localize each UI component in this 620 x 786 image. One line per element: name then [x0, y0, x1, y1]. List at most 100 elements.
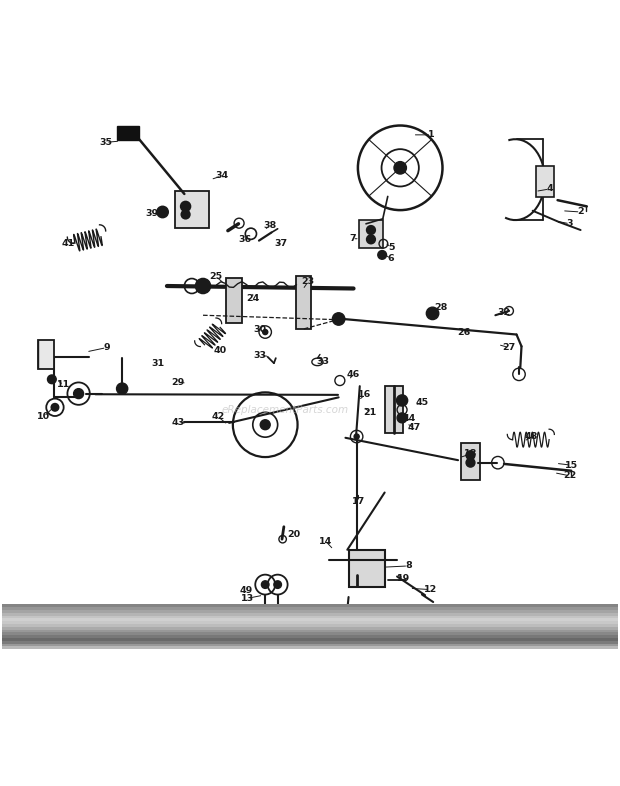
Text: 33: 33	[254, 351, 267, 360]
Circle shape	[195, 278, 210, 293]
Text: 10: 10	[37, 412, 50, 421]
Bar	[296, 277, 311, 329]
Text: 27: 27	[502, 343, 516, 352]
Circle shape	[394, 162, 407, 174]
Text: 26: 26	[458, 329, 471, 337]
Circle shape	[366, 226, 375, 234]
Circle shape	[263, 329, 268, 335]
Circle shape	[427, 307, 439, 320]
Circle shape	[157, 207, 168, 218]
Text: 18: 18	[464, 450, 477, 458]
Text: 25: 25	[209, 271, 222, 281]
Text: 36: 36	[239, 236, 252, 244]
Text: 45: 45	[416, 399, 429, 407]
Bar	[0, 613, 620, 615]
Text: 35: 35	[99, 138, 112, 147]
Text: 43: 43	[172, 417, 185, 427]
Bar	[226, 278, 242, 323]
Circle shape	[378, 251, 386, 259]
Bar	[359, 220, 383, 248]
Text: 12: 12	[423, 585, 436, 594]
Text: 39: 39	[146, 209, 159, 219]
Text: 44: 44	[403, 414, 416, 423]
Circle shape	[466, 451, 475, 460]
Text: 4: 4	[546, 185, 553, 193]
Text: 32: 32	[497, 307, 511, 317]
Bar	[349, 549, 385, 587]
Circle shape	[466, 458, 475, 467]
Circle shape	[51, 403, 59, 411]
Text: 2: 2	[577, 208, 584, 216]
Text: 37: 37	[275, 239, 288, 248]
Bar	[0, 610, 620, 613]
Text: 9: 9	[104, 343, 110, 352]
Text: 29: 29	[172, 378, 185, 387]
Circle shape	[260, 420, 270, 430]
Circle shape	[397, 413, 407, 423]
Bar	[0, 627, 620, 630]
Text: 17: 17	[352, 498, 365, 506]
Text: 48: 48	[525, 432, 538, 441]
Text: 24: 24	[246, 294, 259, 303]
Circle shape	[332, 313, 345, 325]
Bar	[0, 615, 620, 619]
Bar	[0, 604, 620, 608]
Text: 41: 41	[62, 239, 75, 248]
Circle shape	[396, 395, 408, 406]
Text: 22: 22	[563, 472, 576, 480]
Circle shape	[74, 388, 84, 399]
Text: 11: 11	[57, 380, 70, 389]
Text: 1: 1	[428, 130, 435, 139]
Text: 19: 19	[397, 574, 410, 583]
Text: 33: 33	[316, 357, 329, 365]
Text: 15: 15	[565, 461, 578, 470]
Bar	[461, 443, 480, 480]
Text: 16: 16	[358, 391, 371, 399]
Bar	[0, 82, 620, 604]
Bar	[0, 624, 620, 627]
Bar	[0, 633, 620, 635]
Text: 5: 5	[388, 243, 395, 252]
Text: 20: 20	[287, 531, 300, 539]
Text: 7: 7	[349, 234, 356, 243]
Circle shape	[354, 434, 359, 439]
Text: 28: 28	[434, 303, 447, 312]
Bar	[0, 644, 620, 647]
Bar	[0, 647, 620, 649]
Bar	[0, 638, 620, 641]
Text: 31: 31	[151, 358, 164, 368]
Text: 40: 40	[213, 346, 226, 355]
Circle shape	[262, 581, 269, 589]
Text: 23: 23	[301, 277, 315, 286]
Text: 34: 34	[215, 171, 228, 181]
Bar	[385, 386, 402, 432]
Text: 8: 8	[405, 561, 412, 571]
Bar	[0, 621, 620, 624]
Text: 14: 14	[319, 537, 332, 545]
Circle shape	[366, 235, 375, 244]
Circle shape	[48, 375, 56, 384]
Bar	[117, 126, 140, 140]
Text: 46: 46	[347, 370, 360, 379]
Bar	[0, 619, 620, 621]
Bar	[0, 608, 620, 610]
Bar	[536, 166, 554, 197]
Bar	[175, 192, 209, 227]
Text: 21: 21	[364, 408, 377, 417]
Circle shape	[117, 383, 128, 395]
Circle shape	[274, 581, 281, 589]
Text: 47: 47	[408, 424, 421, 432]
Bar	[0, 630, 620, 633]
Text: 3: 3	[567, 219, 574, 228]
Bar	[38, 340, 54, 369]
Text: 38: 38	[264, 221, 277, 230]
Bar	[0, 635, 620, 638]
Text: 42: 42	[211, 412, 224, 421]
Text: 30: 30	[254, 325, 267, 334]
Bar	[0, 641, 620, 644]
Text: 13: 13	[241, 593, 254, 603]
Text: eReplacementParts.com: eReplacementParts.com	[221, 406, 348, 416]
Circle shape	[181, 210, 190, 219]
Circle shape	[180, 201, 190, 211]
Bar	[0, 649, 620, 704]
